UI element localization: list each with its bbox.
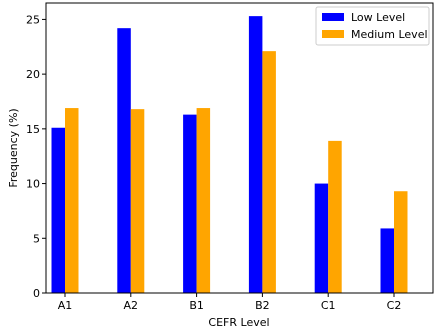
bar-low-level-c1: [314, 183, 329, 293]
y-tick-label: 10: [26, 178, 40, 191]
plot-frame: [45, 2, 434, 294]
bar-low-level-a2: [117, 28, 131, 294]
y-tick-label: 15: [26, 123, 40, 136]
x-tick-label: C1: [321, 299, 336, 312]
x-tick-label: A1: [58, 299, 73, 312]
x-tick-label: C2: [387, 299, 402, 312]
y-tick-label: 25: [26, 13, 40, 26]
bar-low-level-c2: [380, 228, 394, 293]
bars-group: [51, 16, 408, 294]
bar-low-level-a1: [51, 127, 65, 293]
bar-low-level-b2: [248, 16, 263, 293]
y-tick-label: 20: [26, 68, 40, 81]
x-axis: A1 A2 B1 B2 C1 C2: [58, 293, 402, 312]
y-axis-label: Frequency (%): [7, 108, 20, 187]
bar-medium-level-a1: [65, 108, 79, 293]
x-tick-label: A2: [124, 299, 139, 312]
legend-label: Low Level: [351, 11, 405, 24]
legend-swatch: [322, 30, 344, 38]
legend-swatch: [322, 13, 344, 21]
bar-medium-level-c1: [328, 140, 342, 293]
bar-medium-level-b1: [196, 108, 211, 293]
y-tick-label: 5: [33, 232, 40, 245]
bar-medium-level-b2: [262, 51, 276, 294]
y-axis: 0 5 10 15 20 25: [26, 13, 46, 300]
y-tick-label: 0: [33, 287, 40, 300]
x-tick-label: B1: [189, 299, 204, 312]
legend-box: [315, 6, 430, 46]
bar-medium-level-a2: [130, 109, 145, 293]
x-axis-label: CEFR Level: [208, 316, 269, 329]
bar-low-level-b1: [183, 114, 197, 293]
legend: Low Level Medium Level: [315, 6, 430, 46]
x-tick-label: B2: [255, 299, 270, 312]
bar-medium-level-c2: [394, 191, 408, 293]
legend-label: Medium Level: [351, 28, 428, 41]
